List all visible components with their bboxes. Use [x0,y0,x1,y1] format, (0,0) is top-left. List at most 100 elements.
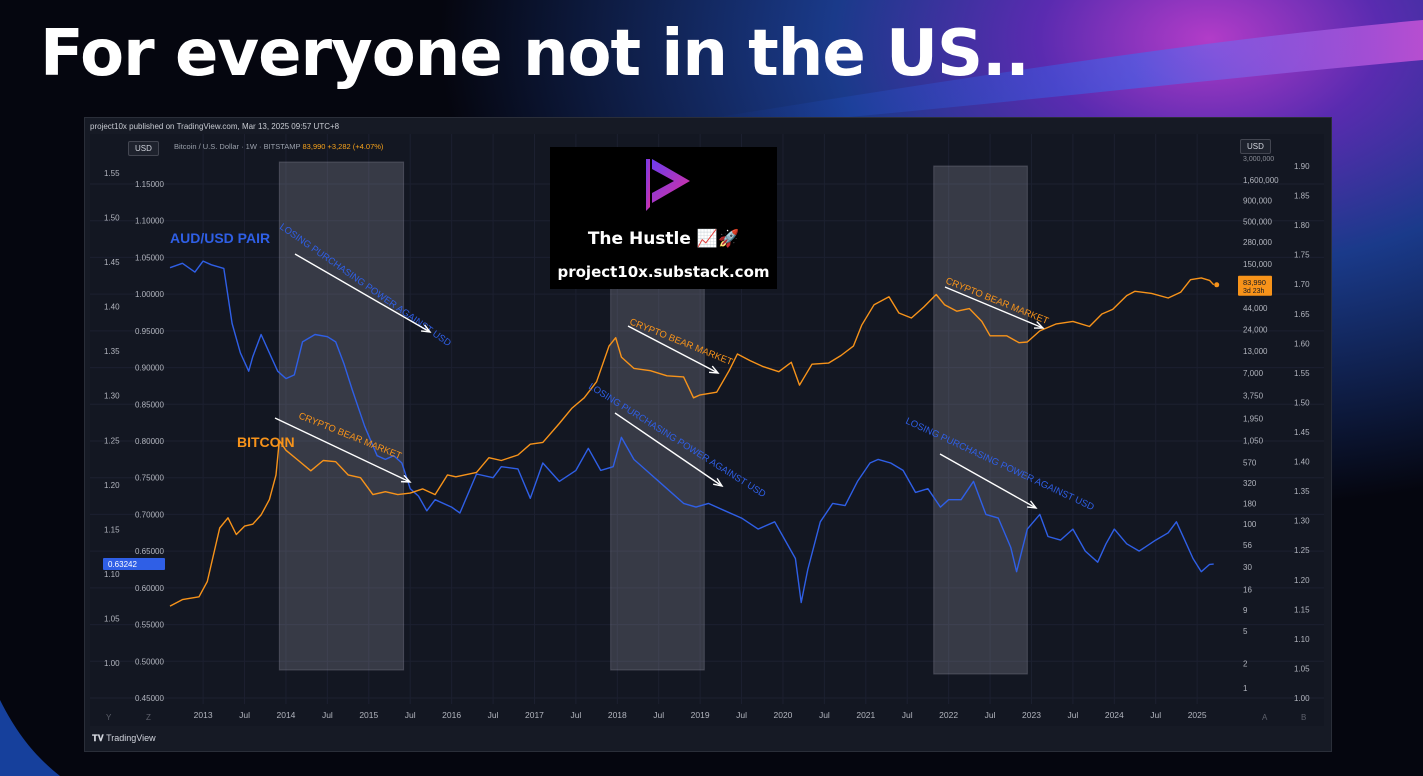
far-right-tick: 1.90 [1294,162,1310,171]
btc-axis-tick: 9 [1243,606,1248,615]
annotation-arrow [627,325,719,374]
x-tick-label: 2025 [1188,710,1207,720]
btc-axis-tick: 280,000 [1243,238,1272,247]
far-right-tick: 1.00 [1294,694,1310,703]
aud-axis-tick: 0.80000 [135,437,164,446]
far-right-tick: 1.70 [1294,280,1310,289]
x-tick-label: Jul [985,710,996,720]
x-tick-label: 2015 [359,710,378,720]
corner-label-z[interactable]: Z [146,713,151,722]
annotation-arrowhead [1033,321,1045,329]
x-tick-label: 2017 [525,710,544,720]
btc-current-badge [1238,275,1272,296]
far-right-tick: 1.45 [1294,428,1310,437]
bitcoin-last-point [1214,282,1220,288]
far-left-tick: 1.10 [104,570,120,579]
annotation-arrowhead [713,478,724,488]
aud-axis-tick: 0.45000 [135,694,164,703]
far-right-tick: 1.60 [1294,339,1310,348]
logo-url: project10x.substack.com [557,263,770,281]
aud-axis-tick: 0.85000 [135,400,164,409]
x-tick-label: Jul [488,710,499,720]
far-right-tick: 1.55 [1294,369,1310,378]
far-left-tick: 1.05 [104,614,120,623]
btc-axis-tick: 900,000 [1243,196,1272,205]
currency-chip-left[interactable]: USD [128,141,159,156]
x-tick-label: 2022 [939,710,958,720]
x-tick-label: 2019 [691,710,710,720]
far-left-tick: 1.20 [104,481,120,490]
logo-box: The Hustle 📈🚀 project10x.substack.com [550,147,777,289]
chart-svg[interactable]: 2013 Jul 2014 Jul 2015 Jul 2016 Jul 2017 Jul 2018 J… [90,134,1324,726]
x-tick-label: Jul [902,710,913,720]
tradingview-brand[interactable]: 𝐓𝐕 TradingView [92,733,156,744]
x-tick-label: Jul [736,710,747,720]
far-left-tick: 1.40 [104,303,120,312]
currency-chip-right[interactable]: USD [1240,139,1271,154]
aud-axis-tick: 1.15000 [135,180,164,189]
far-left-tick: 1.30 [104,392,120,401]
btc-axis-tick: 56 [1243,541,1252,550]
far-left-tick: 1.45 [104,258,120,267]
btc-current-label: 83,990 [1243,278,1266,287]
aud-current-badge [103,558,165,571]
btc-axis-tick: 320 [1243,479,1257,488]
btc-axis-tick: 44,000 [1243,304,1268,313]
annotation-arrowhead [420,324,432,333]
annotation-arrowhead [708,365,720,374]
aud-axis-tick: 0.90000 [135,364,164,373]
far-right-tick: 1.75 [1294,251,1310,260]
headline: For everyone not in the US.. [40,17,1030,91]
btc-axis-tick: 1 [1243,684,1248,693]
x-tick-label: 2018 [608,710,627,720]
btc-axis-tick: 1,950 [1243,415,1264,424]
tradingview-label: TradingView [106,733,156,743]
btc-axis-tick: 2 [1243,659,1248,668]
logo-name: The Hustle 📈🚀 [587,229,740,249]
annotation-arrow [294,253,431,333]
far-left-tick: 1.15 [104,525,120,534]
far-left-tick: 1.00 [104,659,120,668]
aud-axis-tick: 1.05000 [135,253,164,262]
corner-label-a[interactable]: A [1262,713,1268,722]
far-right-tick: 1.85 [1294,192,1310,201]
btc-axis-tick: 30 [1243,563,1252,572]
x-tick-label: 2014 [277,710,296,720]
far-right-tick: 1.80 [1294,221,1310,230]
btc-axis-tick: 150,000 [1243,260,1272,269]
far-right-tick: 1.15 [1294,605,1310,614]
aud-current-label: 0.63242 [108,560,137,569]
aud-axis-tick: 0.65000 [135,547,164,556]
far-right-tick: 1.40 [1294,458,1310,467]
far-left-tick: 1.25 [104,436,120,445]
btc-axis-tick: 7,000 [1243,369,1264,378]
annotation-arrow [274,417,411,483]
aud-usd-line [169,260,1214,604]
far-right-tick: 1.50 [1294,398,1310,407]
symbol-name: Bitcoin / U.S. Dollar · 1W · BITSTAMP [174,142,301,151]
btc-axis-tick: 5 [1243,627,1248,636]
x-tick-label: 2016 [442,710,461,720]
corner-label-b[interactable]: B [1301,713,1307,722]
btc-axis-tick: 180 [1243,499,1257,508]
btc-axis-tick: 24,000 [1243,325,1268,334]
x-tick-label: 2020 [774,710,793,720]
symbol-price: 83,990 +3,282 (+4.07%) [302,142,384,151]
bitcoin-series-label: BITCOIN [237,434,295,450]
btc-axis-tick: 1,600,000 [1243,176,1279,185]
symbol-info: Bitcoin / U.S. Dollar · 1W · BITSTAMP 83… [174,142,383,151]
corner-label-y[interactable]: Y [106,713,112,722]
shaded-region-bear-2014 [278,161,405,671]
aud-axis-tick: 1.10000 [135,217,164,226]
aud-axis-tick: 1.00000 [135,290,164,299]
annotation-arrowhead [1026,500,1038,509]
btc-axis-top-cut: 3,000,000 [1243,156,1274,163]
x-tick-label: Jul [1150,710,1161,720]
bitcoin-line [169,277,1215,607]
annotation-arrow [939,453,1037,509]
btc-axis-tick: 1,050 [1243,437,1264,446]
aud-axis-tick: 0.60000 [135,584,164,593]
far-left-tick: 1.50 [104,214,120,223]
x-tick-label: 2024 [1105,710,1124,720]
x-tick-label: 2021 [856,710,875,720]
